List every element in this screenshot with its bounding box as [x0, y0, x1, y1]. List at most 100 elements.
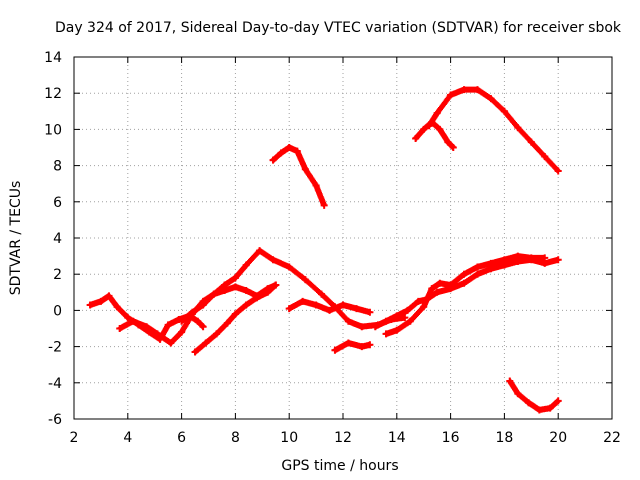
data-point: [433, 109, 441, 117]
data-point: [554, 256, 562, 264]
data-point: [344, 317, 352, 325]
data-point: [124, 314, 132, 322]
data-point: [487, 259, 495, 267]
x-tick-label: 6: [177, 430, 186, 446]
x-axis-label: GPS time / hours: [281, 458, 398, 474]
data-point: [253, 294, 261, 302]
data-point: [213, 330, 221, 338]
y-tick-label: 14: [44, 50, 62, 66]
x-tick-label: 8: [231, 430, 240, 446]
data-point: [401, 314, 409, 322]
x-tick-label: 12: [334, 430, 352, 446]
series-trace-5: [285, 297, 374, 316]
data-point: [449, 144, 457, 151]
data-point: [506, 377, 514, 385]
y-tick-label: 10: [44, 122, 62, 138]
data-point: [460, 86, 468, 94]
data-point: [105, 292, 113, 300]
x-tick-label: 2: [70, 430, 79, 446]
data-point: [178, 317, 186, 325]
data-point: [500, 256, 508, 264]
y-tick-label: -2: [48, 340, 62, 356]
data-point: [231, 283, 239, 291]
chart-title: Day 324 of 2017, Sidereal Day-to-day VTE…: [55, 20, 622, 36]
data-point: [277, 149, 285, 157]
data-point: [97, 297, 105, 305]
series-trace-8: [382, 252, 549, 338]
data-point: [264, 288, 272, 296]
data-point: [129, 317, 137, 325]
axis-ticks: 2 4 6 8 10 12 14 16 18 20 22 -6 -4 -2 0 2 4 6 8 10 12 14: [44, 50, 621, 446]
y-tick-label: 6: [53, 195, 62, 211]
data-point: [428, 285, 436, 293]
y-axis-label: SDTVAR / TECUs: [8, 181, 24, 296]
data-point: [358, 323, 366, 331]
y-tick-label: 12: [44, 86, 62, 102]
data-point: [293, 147, 301, 155]
data-point: [436, 125, 444, 133]
data-point: [358, 343, 366, 351]
data-point: [178, 328, 186, 336]
data-point: [474, 86, 481, 94]
data-point: [221, 286, 229, 294]
data-point: [191, 348, 199, 356]
data-point: [285, 305, 293, 313]
data-point: [153, 330, 161, 338]
x-tick-label: 4: [123, 430, 132, 446]
data-point: [527, 138, 535, 146]
data-point: [285, 144, 293, 151]
y-tick-label: 2: [53, 267, 62, 283]
data-point: [210, 290, 218, 298]
data-point: [436, 279, 444, 287]
data-point: [317, 290, 325, 298]
data-point: [447, 91, 455, 99]
x-tick-label: 14: [388, 430, 406, 446]
data-point: [143, 323, 151, 331]
data-point: [199, 301, 207, 309]
y-tick-label: -6: [48, 412, 62, 428]
data-point: [366, 341, 374, 349]
data-point: [269, 156, 277, 164]
data-point: [272, 281, 280, 289]
y-tick-label: 0: [53, 303, 62, 319]
series-trace-9: [269, 144, 328, 209]
data-point: [167, 339, 175, 347]
data-point: [514, 390, 522, 398]
series-trace-4: [191, 281, 280, 356]
data-point: [301, 165, 309, 173]
data-point: [382, 317, 390, 325]
data-point: [326, 306, 334, 314]
data-point: [460, 279, 468, 287]
data-series: [86, 86, 562, 414]
data-point: [487, 95, 495, 103]
data-point: [460, 270, 468, 278]
series-trace-12: [506, 377, 562, 414]
data-point: [202, 339, 210, 347]
data-point: [535, 406, 543, 414]
y-tick-label: 4: [53, 231, 62, 247]
grid: [74, 57, 612, 419]
x-tick-label: 16: [442, 430, 460, 446]
data-point: [393, 312, 401, 320]
data-point: [242, 301, 250, 309]
data-point: [546, 404, 554, 412]
data-point: [113, 303, 121, 311]
data-point: [500, 107, 508, 115]
data-point: [223, 319, 231, 327]
data-point: [447, 281, 455, 289]
data-point: [382, 330, 390, 338]
data-point: [285, 263, 293, 271]
data-point: [404, 306, 412, 314]
data-point: [242, 286, 250, 294]
data-point: [412, 134, 420, 142]
data-point: [371, 323, 379, 331]
data-point: [164, 321, 172, 329]
x-tick-label: 22: [603, 430, 621, 446]
data-point: [420, 125, 428, 133]
data-point: [414, 297, 422, 305]
data-point: [433, 288, 441, 296]
data-point: [474, 263, 481, 271]
data-point: [420, 303, 428, 311]
data-point: [86, 301, 94, 309]
